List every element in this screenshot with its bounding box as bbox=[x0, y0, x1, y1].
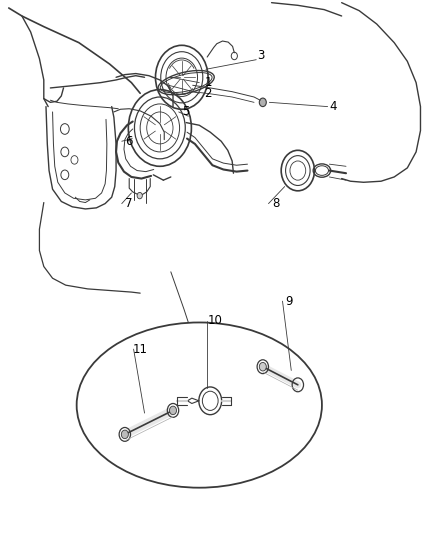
Circle shape bbox=[259, 362, 266, 371]
Text: 4: 4 bbox=[329, 100, 337, 113]
Text: 7: 7 bbox=[125, 197, 133, 210]
Circle shape bbox=[170, 406, 177, 415]
Circle shape bbox=[121, 430, 128, 439]
Ellipse shape bbox=[77, 322, 322, 488]
Text: 1: 1 bbox=[204, 76, 212, 89]
Circle shape bbox=[259, 98, 266, 107]
Text: 8: 8 bbox=[272, 197, 279, 210]
Circle shape bbox=[137, 192, 142, 199]
Text: 5: 5 bbox=[183, 106, 190, 118]
Text: 6: 6 bbox=[125, 135, 133, 148]
Text: 2: 2 bbox=[204, 87, 212, 100]
Text: 10: 10 bbox=[207, 314, 222, 327]
Text: 9: 9 bbox=[285, 295, 293, 308]
Text: 3: 3 bbox=[257, 50, 264, 62]
Text: 11: 11 bbox=[133, 343, 148, 356]
